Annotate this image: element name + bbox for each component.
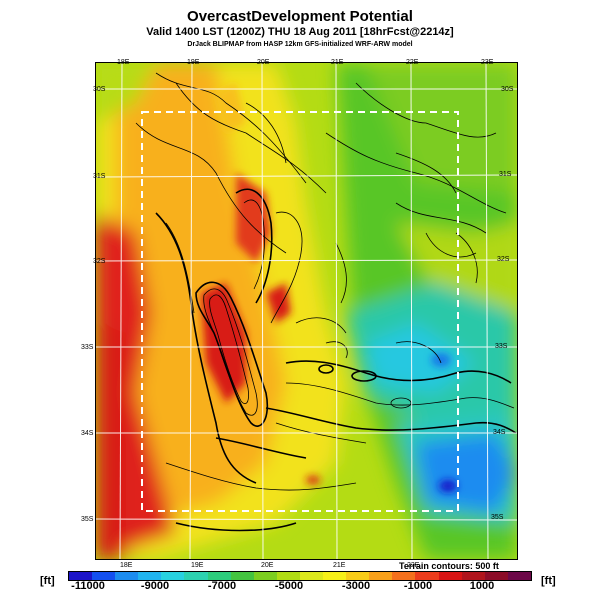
lat-label-left-5: 34S (81, 430, 94, 437)
lat-label-right-3: 32S (497, 256, 510, 263)
forecast-map: 18E 19E 20E 21E 22E 23E 18E 19E 20E 21E … (81, 59, 518, 569)
legend-swatch-9 (253, 572, 277, 580)
legend-swatch-10 (276, 572, 300, 580)
forecast-map-svg (96, 63, 517, 559)
legend-swatch-19 (484, 572, 508, 580)
lon-label-top-4: 21E (331, 59, 344, 66)
graticule (96, 63, 517, 559)
lat-label-right-5: 34S (493, 429, 506, 436)
legend-colorbar (68, 571, 532, 581)
map-title: OvercastDevelopment Potential (187, 8, 413, 25)
legend-tick-4: -5000 (274, 580, 304, 592)
legend-swatch-18 (461, 572, 485, 580)
lon-label-bottom-4: 21E (333, 562, 346, 569)
legend-swatch-20 (507, 572, 531, 580)
legend-unit-right: [ft] (541, 575, 556, 587)
lon-label-top-5: 22E (406, 59, 419, 66)
lon-label-bottom-2: 19E (191, 562, 204, 569)
lon-label-top-1: 18E (117, 59, 130, 66)
lon-label-top-6: 23E (481, 59, 494, 66)
legend-swatch-17 (438, 572, 462, 580)
legend-swatch-11 (299, 572, 324, 580)
legend-swatch-2 (92, 572, 116, 580)
lat-label-right-4: 33S (495, 343, 508, 350)
legend-tick-7: 1000 (469, 580, 495, 592)
legend-swatch-5 (161, 572, 185, 580)
legend-swatch-7 (207, 572, 231, 580)
legend-swatch-3 (115, 572, 139, 580)
lon-label-bottom-3: 20E (261, 562, 274, 569)
legend-swatch-15 (392, 572, 416, 580)
lon-label-bottom-5: 22E (407, 562, 420, 569)
legend-swatch-14 (369, 572, 393, 580)
legend-tick-1: -11000 (71, 580, 105, 592)
lat-label-left-2: 31S (93, 173, 106, 180)
legend-tick-6: -1000 (403, 580, 433, 592)
lat-label-left-1: 30S (93, 86, 106, 93)
legend-tick-3: -7000 (207, 580, 237, 592)
inner-domain-boundary (141, 111, 459, 512)
lat-label-left-3: 32S (93, 258, 106, 265)
terrain-contours-note: Terrain contours: 500 ft (399, 561, 499, 571)
lat-label-left-4: 33S (81, 344, 94, 351)
lat-label-right-2: 31S (499, 171, 512, 178)
legend-tick-2: -9000 (140, 580, 170, 592)
legend-swatch-12 (323, 572, 347, 580)
legend-swatch-1 (69, 572, 93, 580)
map-subtitle: Valid 1400 LST (1200Z) THU 18 Aug 2011 [… (146, 26, 454, 38)
legend-tick-5: -3000 (341, 580, 371, 592)
legend-swatch-13 (346, 572, 370, 580)
legend-swatch-16 (415, 572, 439, 580)
legend-swatch-8 (230, 572, 254, 580)
legend-swatch-6 (184, 572, 208, 580)
lon-label-top-2: 19E (187, 59, 200, 66)
lon-label-top-3: 20E (257, 59, 270, 66)
lon-label-bottom-1: 18E (120, 562, 133, 569)
legend-swatch-4 (138, 572, 162, 580)
legend-unit-left: [ft] (40, 575, 55, 587)
lat-label-right-6: 35S (491, 514, 504, 521)
lat-label-right-1: 30S (501, 86, 514, 93)
map-caption: DrJack BLIPMAP from HASP 12km GFS-initia… (187, 41, 413, 48)
lat-label-left-6: 35S (81, 516, 94, 523)
